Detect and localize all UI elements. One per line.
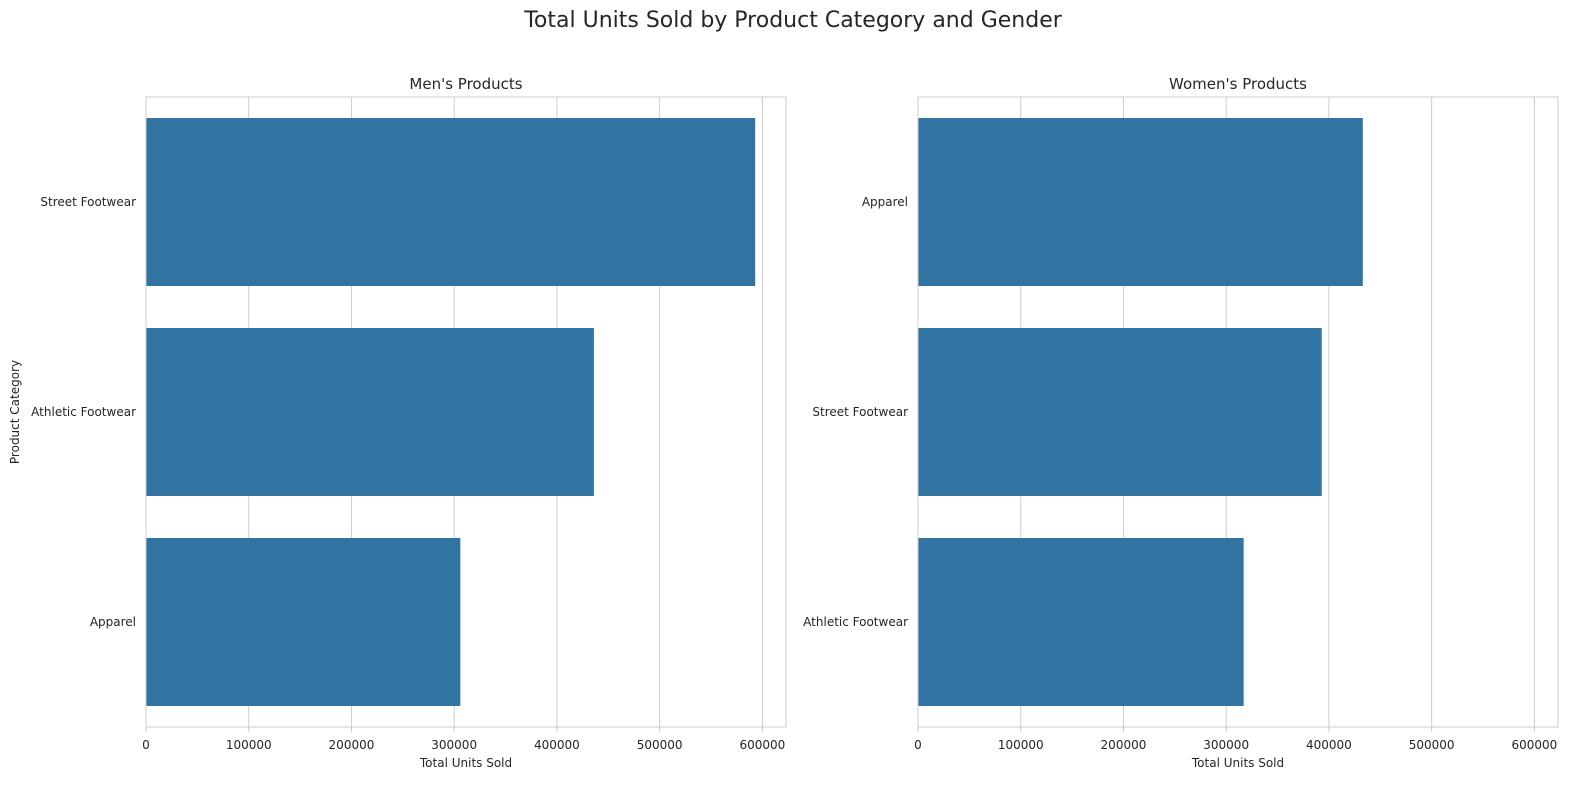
- axes-frame: [917, 96, 1559, 728]
- x-axis-label: Total Units Sold: [419, 756, 512, 770]
- y-tick-label: Athletic Footwear: [31, 405, 136, 419]
- y-tick-label: Street Footwear: [812, 405, 908, 419]
- x-tick-label: 100000: [998, 738, 1044, 752]
- x-tick-label: 0: [142, 738, 150, 752]
- panel-title: Women's Products: [1169, 75, 1307, 93]
- x-tick-label: 300000: [431, 738, 477, 752]
- x-tick-label: 400000: [1306, 738, 1352, 752]
- panel-title: Men's Products: [409, 75, 522, 93]
- bar: [918, 538, 1244, 706]
- y-tick-label: Apparel: [90, 615, 136, 629]
- bar: [918, 328, 1322, 496]
- bar: [146, 328, 594, 496]
- y-tick-label: Street Footwear: [40, 195, 136, 209]
- x-tick-label: 600000: [739, 738, 785, 752]
- x-tick-label: 0: [914, 738, 922, 752]
- x-tick-label: 400000: [534, 738, 580, 752]
- mens-products-panel: Street Footwear Athletic Footwear Apparel 0…: [8, 75, 787, 770]
- y-tick-label: Athletic Footwear: [803, 615, 908, 629]
- figure-title: Total Units Sold by Product Category and…: [523, 8, 1063, 33]
- y-axis-label: Product Category: [8, 360, 22, 464]
- axes-frame: [145, 96, 787, 728]
- x-tick-label: 200000: [329, 738, 375, 752]
- y-tick-label: Apparel: [862, 195, 908, 209]
- x-tick-label: 600000: [1511, 738, 1557, 752]
- bar: [146, 538, 461, 706]
- bar: [146, 118, 756, 286]
- x-tick-label: 500000: [1409, 738, 1455, 752]
- womens-products-panel: Apparel Street Footwear Athletic Footwear 0…: [803, 75, 1559, 770]
- x-axis-label: Total Units Sold: [1191, 756, 1284, 770]
- x-tick-label: 100000: [226, 738, 272, 752]
- x-tick-label: 300000: [1203, 738, 1249, 752]
- x-tick-label: 200000: [1101, 738, 1147, 752]
- bar: [918, 118, 1363, 286]
- x-tick-label: 500000: [637, 738, 683, 752]
